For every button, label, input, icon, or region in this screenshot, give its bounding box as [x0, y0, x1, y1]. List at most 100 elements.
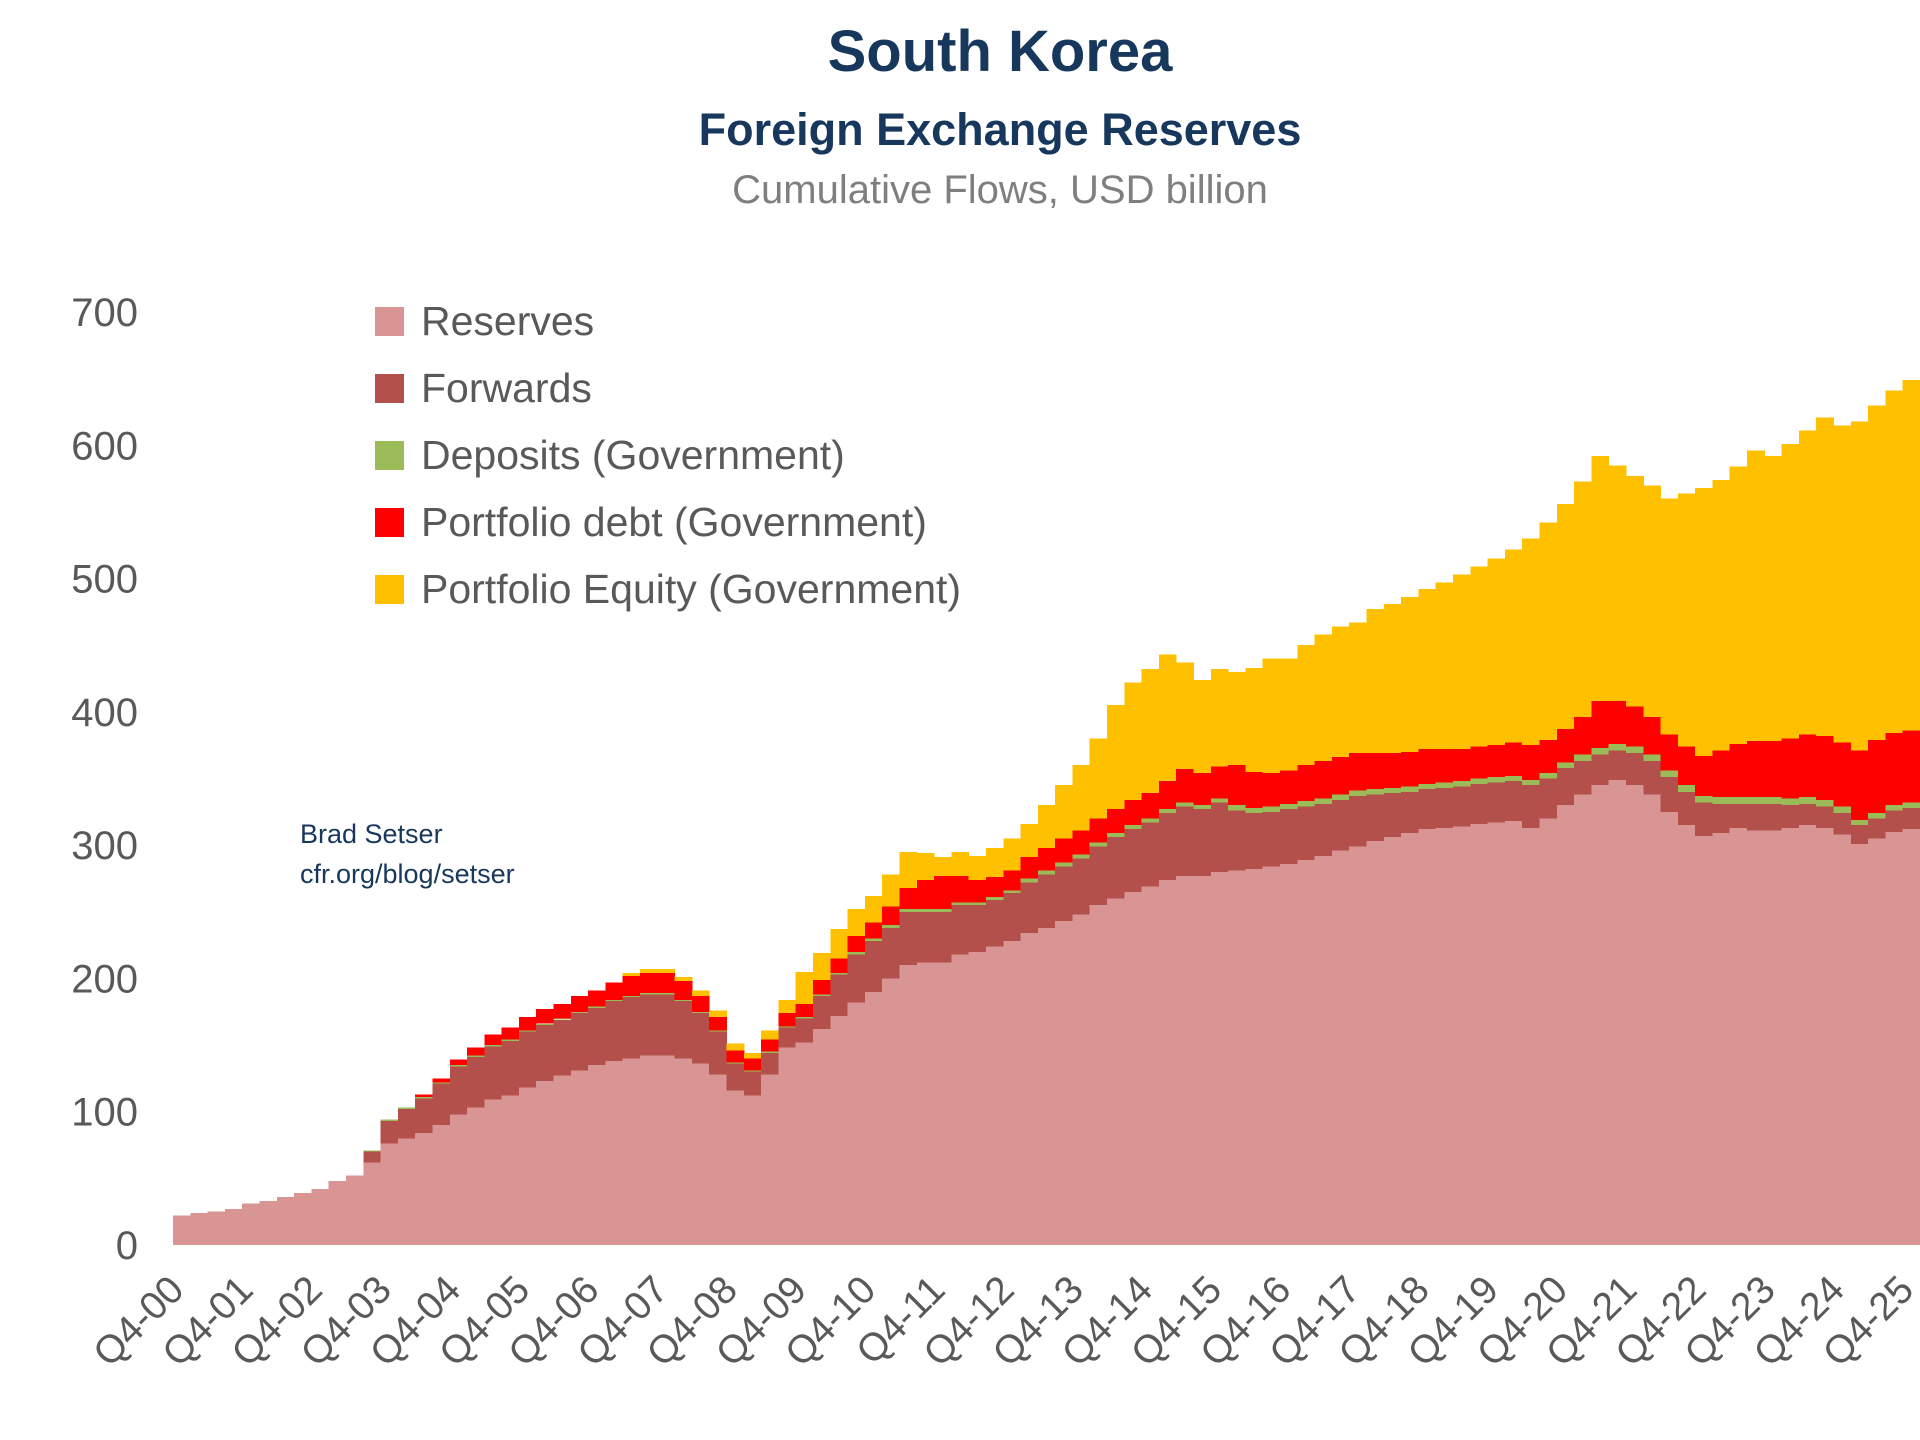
- bar-segment: [1297, 765, 1316, 802]
- bar-segment: [1072, 914, 1091, 1245]
- bar-segment: [1747, 741, 1765, 798]
- bar-segment: [1210, 766, 1229, 799]
- bar-segment: [1366, 841, 1385, 1245]
- bar-segment: [726, 1062, 745, 1064]
- bar-segment: [1435, 749, 1454, 783]
- bar-segment: [1902, 730, 1920, 803]
- bar-segment: [1158, 781, 1177, 810]
- bar-segment: [1833, 834, 1852, 1245]
- bar-segment: [1176, 806, 1195, 876]
- bar-segment: [1868, 838, 1886, 1245]
- bar-segment: [1089, 905, 1108, 1245]
- bar-segment: [1695, 802, 1713, 836]
- bar-segment: [1228, 765, 1246, 806]
- bar-segment: [934, 909, 952, 912]
- bar-segment: [1487, 822, 1506, 1245]
- bar-segment: [570, 995, 589, 1012]
- bar-segment: [1591, 785, 1610, 1245]
- bar-segment: [1608, 779, 1627, 1245]
- bar-segment: [1055, 862, 1073, 867]
- bar-segment: [1262, 866, 1281, 1245]
- bar-segment: [1072, 765, 1091, 831]
- bar-segment: [795, 1017, 814, 1019]
- bar-segment: [657, 994, 676, 1056]
- bar-segment: [864, 991, 883, 1245]
- bar-segment: [536, 1025, 555, 1082]
- bar-segment: [1314, 761, 1333, 799]
- bar-segment: [1747, 797, 1765, 804]
- bar-segment: [467, 1047, 485, 1056]
- bar-segment: [363, 1162, 382, 1245]
- bar-segment: [415, 1097, 433, 1099]
- bar-segment: [1003, 838, 1022, 871]
- legend-label: Forwards: [421, 365, 592, 411]
- bar-segment: [1262, 658, 1281, 774]
- bar-segment: [709, 1074, 728, 1245]
- bar-segment: [588, 1006, 606, 1008]
- bar-segment: [1470, 783, 1489, 824]
- bar-segment: [1850, 843, 1869, 1245]
- bar-segment: [778, 1013, 797, 1027]
- bar-segment: [1574, 481, 1592, 718]
- bar-segment: [847, 1002, 866, 1245]
- bar-segment: [1366, 753, 1385, 790]
- bar-segment: [484, 1046, 503, 1100]
- bar-segment: [1591, 701, 1610, 748]
- bar-segment: [1280, 809, 1298, 864]
- bar-segment: [553, 1019, 572, 1076]
- bar-segment: [467, 1107, 485, 1245]
- bar-segment: [830, 1015, 849, 1245]
- bar-segment: [778, 1026, 797, 1028]
- chart-subtitle: Foreign Exchange Reserves: [698, 104, 1302, 155]
- bar-segment: [674, 1001, 693, 1059]
- bar-segment: [726, 1063, 745, 1091]
- bar-segment: [605, 999, 624, 1002]
- bar-segment: [1280, 658, 1298, 771]
- bar-segment: [1643, 761, 1662, 795]
- bar-segment: [276, 1197, 295, 1245]
- bar-segment: [985, 897, 1004, 900]
- bar-segment: [847, 935, 866, 952]
- bar-segment: [1124, 682, 1143, 800]
- bar-segment: [1141, 822, 1160, 887]
- bar-segment: [985, 899, 1004, 947]
- bar-segment: [743, 1095, 762, 1245]
- bar-segment: [1297, 801, 1316, 807]
- bar-segment: [778, 999, 797, 1014]
- bar-segment: [1470, 566, 1489, 747]
- bar-segment: [812, 1029, 831, 1245]
- bar-segment: [985, 946, 1004, 1245]
- bar-segment: [1660, 498, 1679, 735]
- bar-segment: [242, 1203, 260, 1245]
- bar-segment: [743, 1070, 762, 1072]
- bar-segment: [1660, 734, 1679, 771]
- bar-segment: [345, 1175, 364, 1245]
- bar-segment: [916, 962, 935, 1245]
- bar-segment: [588, 1007, 606, 1066]
- bar-segment: [1522, 779, 1540, 786]
- bar-segment: [761, 1051, 779, 1054]
- bar-segment: [1574, 717, 1592, 755]
- chart-legend: Reserves Forwards Deposits (Government) Por…: [375, 288, 961, 623]
- bar-segment: [1885, 805, 1904, 811]
- bar-segment: [570, 1011, 589, 1014]
- bar-segment: [397, 1138, 416, 1245]
- bar-segment: [640, 973, 658, 994]
- bar-segment: [657, 973, 676, 994]
- bar-segment: [1055, 785, 1073, 839]
- bar-segment: [1003, 870, 1022, 891]
- bar-segment: [934, 875, 952, 910]
- bar-segment: [951, 851, 970, 876]
- bar-segment: [1556, 805, 1575, 1245]
- bar-segment: [1625, 706, 1644, 747]
- bar-segment: [916, 853, 935, 880]
- bar-segment: [761, 1074, 779, 1245]
- bar-segment: [1435, 827, 1454, 1245]
- bar-segment: [1245, 667, 1264, 772]
- bar-segment: [605, 1061, 624, 1245]
- bar-segment: [674, 977, 693, 982]
- bar-segment: [518, 1087, 537, 1245]
- bar-segment: [259, 1201, 278, 1245]
- bar-segment: [847, 954, 866, 1003]
- bar-segment: [1868, 818, 1886, 839]
